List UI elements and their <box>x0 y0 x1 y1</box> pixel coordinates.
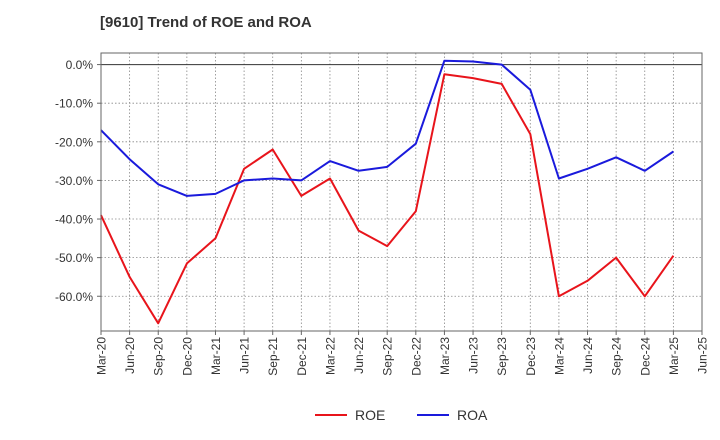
x-tick-label: Dec-21 <box>295 337 309 376</box>
legend-swatch-roe <box>315 414 347 416</box>
plot-area-frame <box>100 52 703 332</box>
x-tick-label: Sep-21 <box>266 337 280 376</box>
x-tick-label: Jun-20 <box>123 337 137 374</box>
legend-swatch-roa <box>417 414 449 416</box>
legend-item-roa: ROA <box>417 403 487 427</box>
x-tick-label: Jun-25 <box>696 337 710 374</box>
x-tick-label: Mar-25 <box>667 337 681 375</box>
axes: 0.0% -10.0% -20.0% -30.0% -40.0% -50.0% -60.0%… <box>55 58 710 376</box>
y-tick-label: -20.0% <box>55 135 93 149</box>
x-tick-label: Mar-21 <box>209 337 223 375</box>
y-tick-label: -60.0% <box>55 290 93 304</box>
x-tick-label: Dec-24 <box>638 337 652 376</box>
x-tick-label: Jun-21 <box>238 337 252 374</box>
x-tick-label: Sep-24 <box>610 337 624 376</box>
x-tick-label: Dec-23 <box>524 337 538 376</box>
x-tick-label: Mar-24 <box>552 337 566 375</box>
series-lines <box>100 59 675 325</box>
legend-label-roa: ROA <box>457 407 488 423</box>
chart-title: [9610] Trend of ROE and ROA <box>100 14 312 31</box>
legend: ROE ROA <box>0 403 720 427</box>
x-tick-label: Mar-23 <box>438 337 452 375</box>
legend-item-roe: ROE <box>315 403 385 427</box>
x-tick-label: Jun-22 <box>352 337 366 374</box>
legend-label-roe: ROE <box>355 407 386 423</box>
x-tick-label: Jun-23 <box>467 337 481 374</box>
y-tick-label: 0.0% <box>66 58 94 72</box>
x-tick-label: Dec-22 <box>409 337 423 376</box>
y-tick-label: -50.0% <box>55 251 93 265</box>
y-tick-label: -30.0% <box>55 174 93 188</box>
x-tick-label: Sep-22 <box>381 337 395 376</box>
series-line-roa <box>100 59 674 197</box>
y-tick-label: -10.0% <box>55 97 93 111</box>
x-tick-label: Sep-23 <box>495 337 509 376</box>
grid <box>101 53 702 331</box>
x-tick-label: Dec-20 <box>180 337 194 376</box>
series-line-roe <box>100 73 675 325</box>
y-tick-label: -40.0% <box>55 213 93 227</box>
x-tick-label: Mar-20 <box>95 337 109 375</box>
x-tick-label: Jun-24 <box>581 337 595 374</box>
x-tick-label: Mar-22 <box>323 337 337 375</box>
x-tick-label: Sep-20 <box>152 337 166 376</box>
